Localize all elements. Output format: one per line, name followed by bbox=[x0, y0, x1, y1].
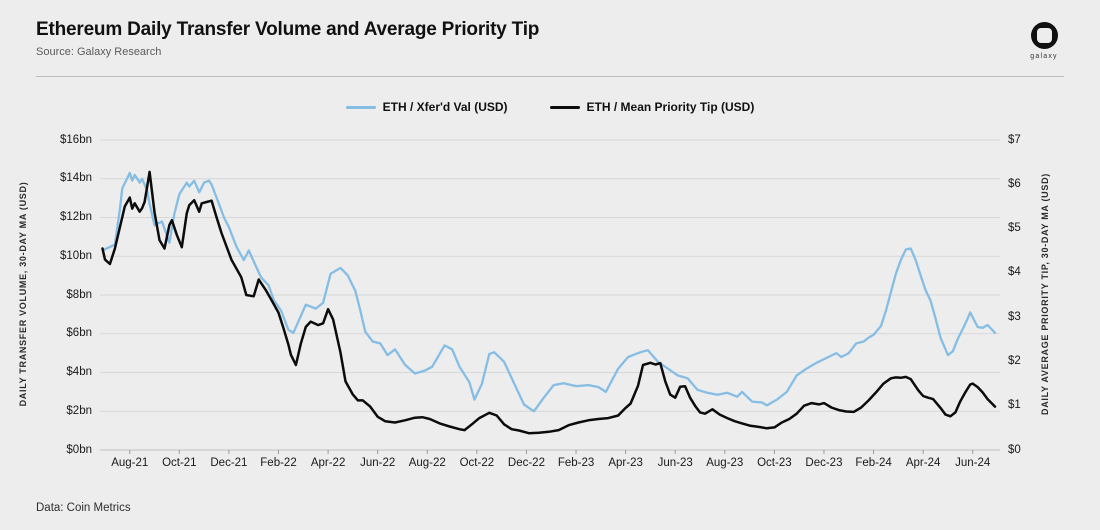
line-chart-canvas bbox=[100, 139, 1000, 454]
right-axis-tick-label: $1 bbox=[1008, 399, 1021, 412]
x-axis-tick-label: Jun-24 bbox=[955, 457, 991, 469]
left-axis-tick-label: $2bn bbox=[66, 404, 92, 417]
left-axis-tick-label: $14bn bbox=[60, 172, 92, 185]
left-axis-tick-label: $6bn bbox=[66, 327, 92, 340]
chart-legend: ETH / Xfer'd Val (USD) ETH / Mean Priori… bbox=[0, 100, 1100, 114]
x-axis-tick-label: Oct-21 bbox=[162, 457, 197, 469]
left-axis-tick-label: $4bn bbox=[66, 366, 92, 378]
plot-area bbox=[100, 139, 1000, 454]
right-axis-tick-label: $4 bbox=[1008, 266, 1021, 279]
right-axis-tick-label: $7 bbox=[1008, 133, 1021, 146]
legend-label: ETH / Xfer'd Val (USD) bbox=[382, 100, 508, 114]
source-note: Source: Galaxy Research bbox=[36, 46, 162, 58]
x-axis-tick-label: Dec-21 bbox=[210, 457, 248, 469]
series-line-mean-priority-tip bbox=[101, 170, 997, 435]
series-line-xferd-val bbox=[101, 171, 997, 413]
page-title: Ethereum Daily Transfer Volume and Avera… bbox=[36, 19, 540, 40]
x-axis-tick-label: Oct-23 bbox=[757, 457, 792, 469]
header-divider bbox=[36, 76, 1064, 77]
right-axis-tick-label: $3 bbox=[1008, 310, 1021, 323]
x-axis-tick-label: Feb-22 bbox=[260, 457, 297, 469]
x-axis-tick-label: Dec-23 bbox=[805, 457, 843, 469]
left-axis-title: DAILY TRANSFER VOLUME, 30-DAY MA (USD) bbox=[18, 181, 28, 407]
x-axis-tick-label: Jun-23 bbox=[657, 457, 693, 469]
legend-label: ETH / Mean Priority Tip (USD) bbox=[586, 100, 755, 114]
x-axis-tick-label: Feb-24 bbox=[855, 457, 892, 469]
x-axis-tick-label: Oct-22 bbox=[459, 457, 495, 469]
chart-header: Ethereum Daily Transfer Volume and Avera… bbox=[36, 19, 539, 58]
legend-item-mean-priority-tip: ETH / Mean Priority Tip (USD) bbox=[549, 100, 755, 114]
x-axis-tick-label: Jun-22 bbox=[360, 457, 396, 469]
right-axis-tick-label: $5 bbox=[1008, 222, 1021, 235]
x-axis-tick-label: Apr-23 bbox=[608, 457, 643, 469]
legend-swatch-blue-line-icon bbox=[345, 105, 376, 109]
galaxy-logo: galaxy bbox=[1020, 22, 1068, 60]
legend-item-xferd-val: ETH / Xfer'd Val (USD) bbox=[345, 100, 508, 114]
left-axis-tick-label: $8bn bbox=[66, 288, 92, 301]
left-axis-tick-label: $0bn bbox=[66, 443, 92, 456]
right-axis-tick-label: $6 bbox=[1008, 177, 1021, 190]
x-axis-tick-label: Dec-22 bbox=[507, 457, 545, 469]
right-axis-tick-label: $0 bbox=[1008, 443, 1021, 456]
left-axis-tick-label: $16bn bbox=[60, 133, 92, 146]
galaxy-wordmark: galaxy bbox=[1030, 53, 1058, 60]
legend-swatch-black-line-icon bbox=[549, 105, 580, 109]
right-axis-title: DAILY AVERAGE PRIORITY TIP, 30-DAY MA (U… bbox=[1040, 173, 1050, 415]
galaxy-logo-icon bbox=[1030, 22, 1058, 49]
left-axis-tick-label: $10bn bbox=[60, 249, 92, 262]
x-axis-tick-label: Aug-22 bbox=[408, 457, 446, 469]
x-axis-tick-label: Aug-23 bbox=[706, 457, 744, 469]
x-axis-tick-label: Apr-22 bbox=[310, 457, 346, 469]
x-axis-tick-label: Apr-24 bbox=[905, 457, 941, 469]
data-attribution: Data: Coin Metrics bbox=[36, 502, 131, 514]
right-axis-tick-label: $2 bbox=[1008, 354, 1021, 367]
x-axis-tick-label: Feb-23 bbox=[557, 457, 595, 469]
x-axis-tick-label: Aug-21 bbox=[111, 457, 149, 469]
left-axis-tick-label: $12bn bbox=[60, 211, 92, 223]
